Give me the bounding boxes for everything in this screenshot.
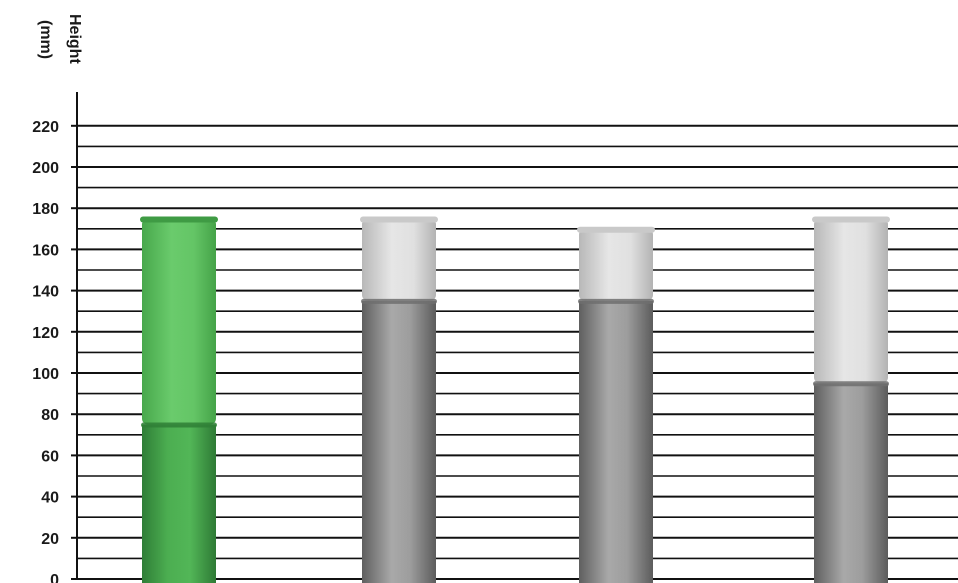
bar-3-upper-segment bbox=[579, 228, 653, 301]
bar-1-lower-segment bbox=[142, 424, 216, 583]
bar-1-top-rim bbox=[140, 216, 218, 223]
y-tick-label: 180 bbox=[32, 201, 59, 218]
y-tick-label: 120 bbox=[32, 325, 59, 342]
bar-3-segment-boundary bbox=[578, 298, 654, 304]
bar-3-top-rim bbox=[577, 226, 655, 233]
y-tick-label: 0 bbox=[50, 572, 59, 583]
y-tick-label: 20 bbox=[41, 531, 59, 548]
bar-1 bbox=[140, 216, 218, 583]
bar-2-segment-boundary bbox=[361, 298, 437, 304]
y-axis-ticks: 0 20 40 60 80 100 120 140 160 180 200 220 bbox=[32, 119, 77, 583]
y-axis-title-line2: (mm) bbox=[37, 20, 54, 59]
bar-3-lower-segment bbox=[579, 300, 653, 583]
bars bbox=[140, 216, 890, 583]
y-tick-label: 160 bbox=[32, 242, 59, 259]
bar-4 bbox=[812, 216, 890, 583]
bar-1-upper-segment bbox=[142, 218, 216, 425]
y-tick-label: 100 bbox=[32, 366, 59, 383]
y-tick-label: 220 bbox=[32, 119, 59, 136]
y-tick-label: 40 bbox=[41, 490, 59, 507]
bar-3 bbox=[577, 226, 655, 583]
bar-1-segment-boundary bbox=[141, 422, 217, 428]
bar-4-upper-segment bbox=[814, 218, 888, 384]
bar-4-top-rim bbox=[812, 216, 890, 223]
y-tick-label: 60 bbox=[41, 448, 59, 465]
y-tick-label: 200 bbox=[32, 160, 59, 177]
y-tick-label: 140 bbox=[32, 284, 59, 301]
bar-4-lower-segment bbox=[814, 383, 888, 583]
y-axis-title-line1: Height bbox=[66, 14, 83, 64]
bar-2-top-rim bbox=[360, 216, 438, 223]
bar-2-lower-segment bbox=[362, 300, 436, 583]
y-tick-label: 80 bbox=[41, 407, 59, 424]
bar-4-segment-boundary bbox=[813, 381, 889, 387]
bar-2 bbox=[360, 216, 438, 583]
grid-lines bbox=[77, 124, 958, 580]
bar-2-upper-segment bbox=[362, 218, 436, 301]
